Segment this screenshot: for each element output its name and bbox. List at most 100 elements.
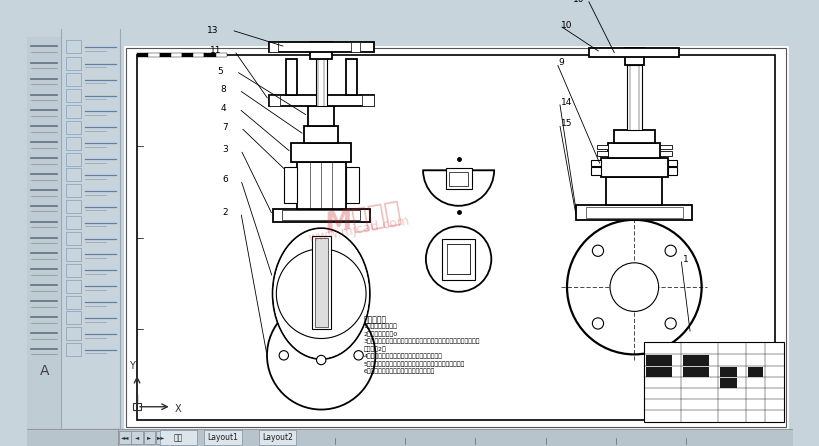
Bar bbox=[719, 367, 736, 377]
Bar bbox=[345, 167, 358, 203]
Bar bbox=[133, 403, 141, 410]
Text: ►: ► bbox=[147, 435, 152, 440]
Text: 4、零件加工前应消除内应力，并经检验合格。: 4、零件加工前应消除内应力，并经检验合格。 bbox=[363, 354, 441, 359]
Bar bbox=[282, 211, 360, 220]
Bar bbox=[131, 431, 143, 444]
Bar bbox=[441, 239, 475, 280]
Circle shape bbox=[664, 245, 676, 256]
Bar bbox=[624, 48, 643, 65]
Text: Layout1: Layout1 bbox=[207, 433, 238, 442]
Bar bbox=[66, 327, 81, 340]
Bar bbox=[66, 200, 81, 213]
Bar bbox=[62, 429, 120, 446]
Bar bbox=[667, 160, 676, 165]
Bar bbox=[719, 378, 736, 388]
Bar bbox=[682, 367, 708, 377]
Bar bbox=[66, 232, 81, 245]
Bar bbox=[311, 235, 330, 329]
Text: 5: 5 bbox=[217, 67, 223, 76]
Bar bbox=[269, 42, 278, 52]
Bar bbox=[269, 42, 373, 52]
Bar bbox=[125, 48, 785, 427]
Bar bbox=[626, 65, 641, 130]
Bar bbox=[272, 209, 369, 222]
Bar bbox=[66, 105, 81, 118]
Text: Layout2: Layout2 bbox=[261, 433, 292, 442]
Text: Y: Y bbox=[129, 361, 135, 372]
Bar bbox=[269, 95, 373, 106]
Bar bbox=[27, 429, 61, 446]
Text: 3、零件外表面陈制除锈蚀。不准有转纹、飞边、裂纹、龟裂、沙眼。: 3、零件外表面陈制除锈蚀。不准有转纹、飞边、裂纹、龟裂、沙眼。 bbox=[363, 339, 479, 344]
Circle shape bbox=[591, 245, 603, 256]
Bar bbox=[576, 205, 691, 220]
Text: 7: 7 bbox=[222, 123, 228, 132]
Bar bbox=[124, 46, 786, 429]
Text: 6: 6 bbox=[222, 175, 228, 184]
Text: A: A bbox=[40, 364, 49, 378]
Text: 10: 10 bbox=[561, 21, 572, 30]
Bar bbox=[315, 42, 327, 106]
Bar bbox=[345, 167, 358, 203]
Bar bbox=[66, 248, 81, 261]
Bar bbox=[585, 207, 682, 218]
Text: ►►: ►► bbox=[157, 435, 165, 440]
Text: 3: 3 bbox=[222, 145, 228, 154]
Bar bbox=[596, 151, 608, 156]
Bar bbox=[600, 158, 667, 177]
Bar bbox=[308, 106, 334, 126]
Bar bbox=[160, 430, 197, 445]
Bar bbox=[304, 126, 337, 143]
Circle shape bbox=[591, 318, 603, 329]
Bar bbox=[120, 431, 130, 444]
Bar bbox=[283, 167, 296, 203]
Bar bbox=[272, 209, 369, 222]
Bar bbox=[66, 136, 81, 150]
Bar bbox=[590, 160, 600, 165]
Bar bbox=[269, 95, 280, 106]
Bar bbox=[170, 53, 182, 57]
Bar bbox=[291, 143, 351, 162]
Bar bbox=[66, 89, 81, 102]
Bar bbox=[269, 95, 373, 106]
Bar bbox=[310, 42, 332, 59]
Bar bbox=[66, 216, 81, 229]
Bar bbox=[596, 145, 608, 149]
Bar bbox=[66, 57, 81, 70]
Bar bbox=[345, 59, 356, 95]
Bar bbox=[148, 53, 160, 57]
Bar bbox=[258, 430, 296, 445]
Circle shape bbox=[316, 355, 325, 365]
Bar bbox=[589, 48, 678, 57]
Bar bbox=[314, 238, 328, 327]
Text: 5、零件材料，筷果根据图示，严格按照图示标注精度加工。: 5、零件材料，筷果根据图示，严格按照图示标注精度加工。 bbox=[363, 361, 464, 367]
Text: 15: 15 bbox=[561, 119, 572, 128]
Bar bbox=[156, 431, 167, 444]
Bar bbox=[137, 53, 148, 57]
Text: ◄: ◄ bbox=[135, 435, 139, 440]
Bar bbox=[659, 151, 671, 156]
Bar bbox=[304, 126, 337, 143]
Bar bbox=[27, 37, 61, 429]
Circle shape bbox=[566, 220, 701, 355]
Bar bbox=[285, 59, 296, 95]
Bar bbox=[291, 143, 351, 162]
Bar bbox=[613, 130, 654, 143]
Ellipse shape bbox=[272, 228, 369, 359]
Bar bbox=[66, 264, 81, 277]
Bar bbox=[66, 153, 81, 165]
Bar bbox=[66, 40, 81, 54]
Text: 8: 8 bbox=[219, 85, 225, 95]
Bar bbox=[193, 53, 204, 57]
Bar bbox=[449, 172, 468, 186]
Ellipse shape bbox=[274, 229, 369, 358]
Text: www.mjcad.com: www.mjcad.com bbox=[306, 215, 410, 245]
Text: 技术要求2：: 技术要求2： bbox=[363, 346, 386, 351]
Bar bbox=[576, 205, 691, 220]
Bar bbox=[643, 342, 783, 422]
Bar bbox=[600, 158, 667, 177]
Bar bbox=[66, 169, 81, 182]
Bar bbox=[608, 143, 659, 158]
Bar bbox=[445, 169, 471, 189]
Text: 4: 4 bbox=[220, 104, 225, 113]
Text: 6、未注明公差上，按公差结构等级加工。: 6、未注明公差上，按公差结构等级加工。 bbox=[363, 368, 434, 374]
